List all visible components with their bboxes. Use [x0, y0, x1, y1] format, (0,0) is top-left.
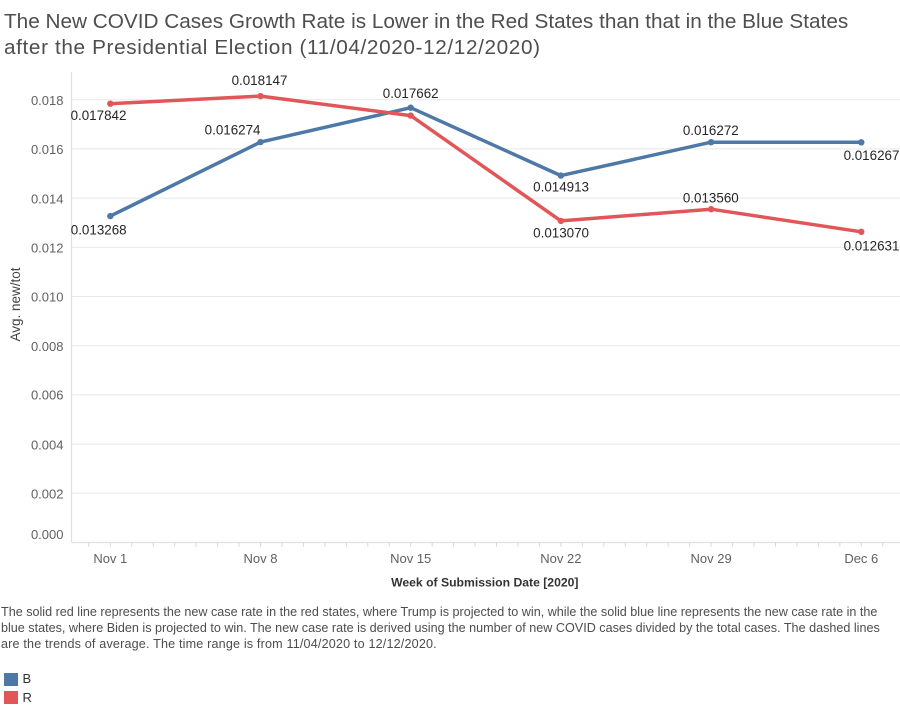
svg-text:Nov 29: Nov 29	[690, 551, 731, 566]
svg-text:0.014: 0.014	[31, 191, 64, 206]
svg-text:0.004: 0.004	[31, 437, 64, 452]
svg-text:0.017842: 0.017842	[71, 108, 127, 123]
svg-text:0.002: 0.002	[31, 487, 64, 502]
svg-text:Dec 6: Dec 6	[844, 551, 878, 566]
svg-text:0.014913: 0.014913	[533, 180, 589, 195]
svg-text:0.012631: 0.012631	[844, 238, 900, 253]
svg-text:Week of Submission Date [2020]: Week of Submission Date [2020]	[391, 576, 578, 590]
svg-text:Avg. new/tot: Avg. new/tot	[8, 267, 23, 341]
svg-text:0.006: 0.006	[31, 388, 64, 403]
svg-text:0.013268: 0.013268	[71, 223, 127, 238]
svg-text:Nov 8: Nov 8	[244, 551, 278, 566]
svg-text:0.013560: 0.013560	[683, 191, 739, 206]
svg-text:0.010: 0.010	[31, 290, 64, 305]
svg-text:0.017662: 0.017662	[383, 86, 439, 101]
svg-text:0.012: 0.012	[31, 241, 64, 256]
svg-text:0.018147: 0.018147	[232, 73, 288, 88]
svg-text:0.000: 0.000	[31, 527, 64, 542]
svg-text:0.016272: 0.016272	[683, 123, 739, 138]
svg-text:Nov 15: Nov 15	[390, 551, 431, 566]
svg-text:0.018: 0.018	[31, 93, 64, 108]
svg-text:Nov 22: Nov 22	[540, 551, 581, 566]
svg-text:0.008: 0.008	[31, 339, 64, 354]
svg-text:0.016: 0.016	[31, 142, 64, 157]
svg-text:0.013070: 0.013070	[533, 226, 589, 241]
svg-text:Nov 1: Nov 1	[93, 551, 127, 566]
svg-text:0.016267: 0.016267	[844, 148, 900, 163]
svg-text:0.016274: 0.016274	[205, 122, 261, 137]
